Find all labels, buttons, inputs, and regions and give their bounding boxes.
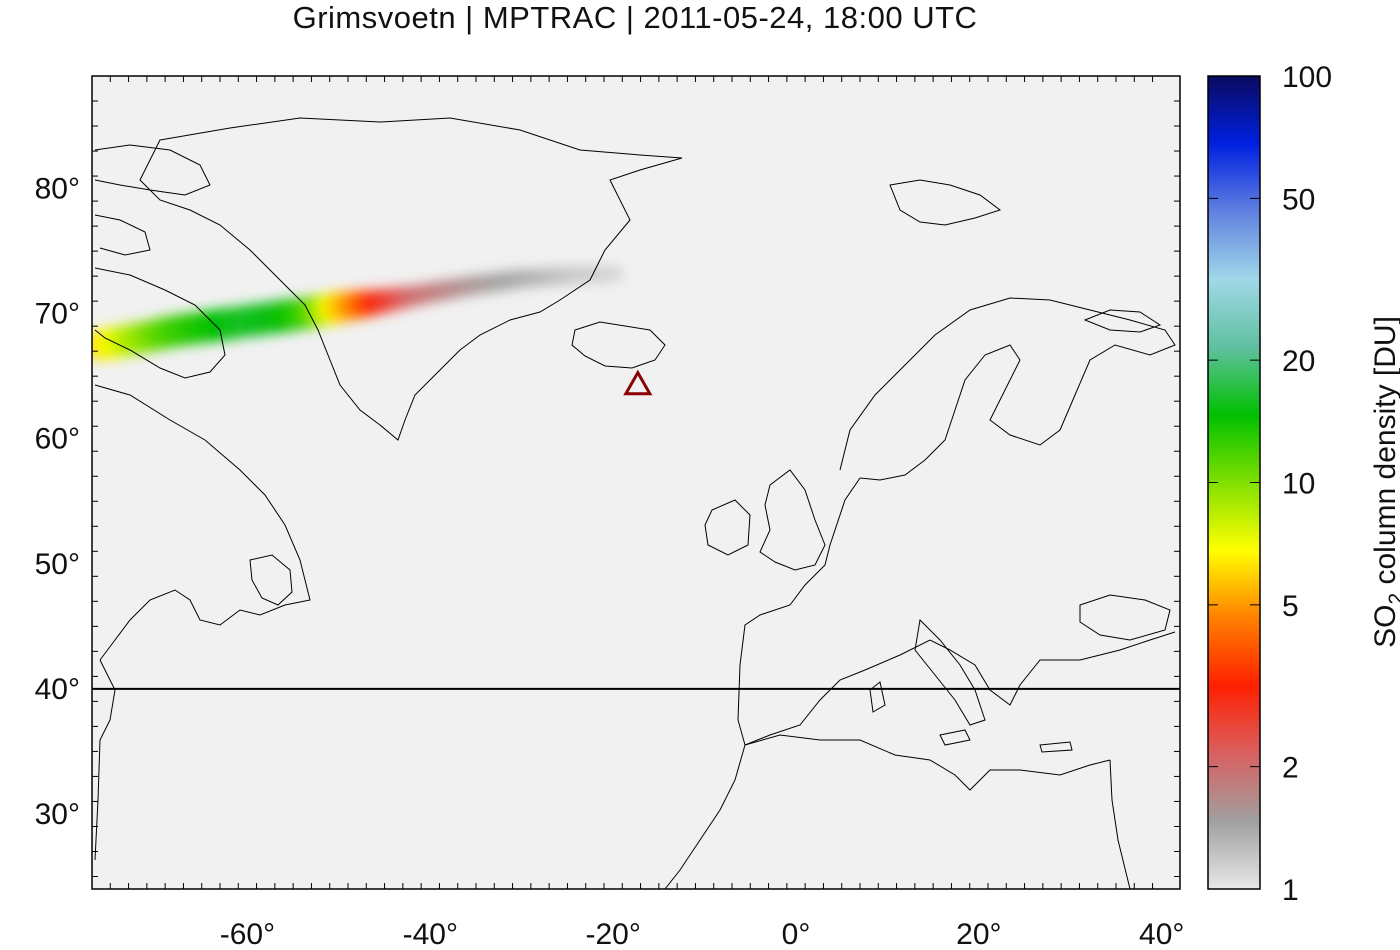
map-background (92, 76, 1180, 889)
x-tick-label: -20° (585, 918, 640, 950)
coastline-novaya-zemlya (1083, 309, 1162, 333)
y-axis: 30° 40° 50° 60° 70° 80° (35, 100, 1180, 877)
colorbar-tick-label: 2 (1282, 752, 1299, 785)
x-tick-label: -60° (220, 918, 275, 950)
coastline-europe-west (737, 477, 1176, 746)
map-content (92, 117, 1180, 889)
coastline-greenland (139, 117, 683, 441)
y-tick-label: 70° (35, 298, 80, 331)
coastline-black-sea (1079, 594, 1171, 641)
coastline-scandinavia (839, 297, 1176, 481)
y-tick-label: 50° (35, 548, 80, 581)
colorbar-tick-label: 20 (1282, 345, 1315, 378)
y-tick-label: 80° (35, 173, 80, 206)
y-tick-label: 30° (35, 798, 80, 831)
colorbar-tick-label: 10 (1282, 468, 1315, 501)
plot-title: Grimsvoetn | MPTRAC | 2011-05-24, 18:00 … (292, 0, 978, 35)
coastline-baffin (94, 267, 226, 379)
colorbar-label: SO2 column density [DU] (1369, 316, 1400, 648)
coastline-british-isles (759, 469, 826, 571)
map-frame (91, 75, 1181, 890)
coastline-east-us (94, 659, 116, 861)
coastline-italy (914, 618, 986, 726)
coastline-mediterranean-islands (869, 681, 1073, 753)
plume-cell (606, 265, 624, 283)
coastline-ireland (704, 499, 751, 556)
coastline-north-africa (664, 734, 1131, 889)
coastline-svalbard (889, 179, 1002, 226)
y-tick-label: 60° (35, 423, 80, 456)
coastline-newfoundland (249, 554, 293, 606)
coastline-iceland (571, 321, 666, 369)
x-tick-label: 20° (956, 918, 1001, 950)
coastline-labrador (94, 384, 311, 661)
y-tick-label: 40° (35, 673, 80, 706)
volcano-marker-triangle (623, 369, 653, 396)
x-tick-label: 40° (1139, 918, 1184, 950)
coastlines (94, 117, 1176, 889)
colorbar-ticks: 1 2 5 10 20 50 100 (1208, 61, 1332, 907)
colorbar-tick-label: 5 (1282, 590, 1299, 623)
x-tick-label: -40° (403, 918, 458, 950)
so2-plume (92, 265, 624, 361)
coastline-ellesmere (94, 144, 211, 196)
colorbar-tick-label: 100 (1282, 61, 1332, 94)
coastline-arctic-islands (94, 214, 151, 256)
x-axis: -60° -40° -20° 0° 20° 40° (109, 76, 1184, 950)
colorbar-tick-label: 50 (1282, 183, 1315, 216)
x-tick-label: 0° (782, 918, 811, 950)
colorbar-tick-label: 1 (1282, 874, 1299, 907)
